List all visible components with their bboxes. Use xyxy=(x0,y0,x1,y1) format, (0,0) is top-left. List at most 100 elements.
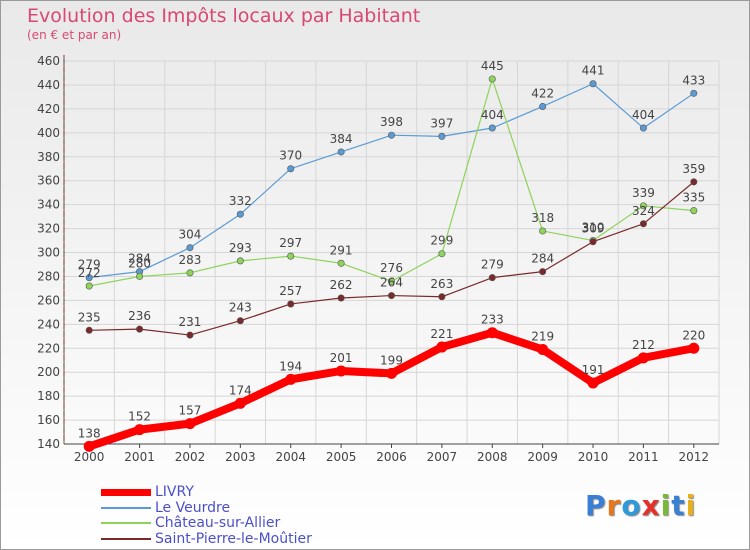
y-tick-label: 420 xyxy=(37,102,60,116)
y-tick-label: 180 xyxy=(37,389,60,403)
data-label-2: 310 xyxy=(582,221,605,235)
data-label-2: 280 xyxy=(128,256,151,270)
data-label-3: 243 xyxy=(229,301,252,315)
data-point-1 xyxy=(690,89,698,97)
data-point-1 xyxy=(186,244,194,252)
y-tick-label: 440 xyxy=(37,78,60,92)
data-label-3: 284 xyxy=(531,252,554,266)
data-label-2: 297 xyxy=(279,236,302,250)
data-label-2: 293 xyxy=(229,241,252,255)
series-line-0 xyxy=(85,328,698,451)
data-label-1: 384 xyxy=(330,132,353,146)
data-label-1: 304 xyxy=(179,228,202,242)
data-point-0 xyxy=(134,424,146,436)
logo-letter: i xyxy=(660,489,672,522)
chart-title: Evolution des Impôts locaux par Habitant xyxy=(27,5,421,27)
data-point-2 xyxy=(488,75,496,83)
data-point-2 xyxy=(186,269,194,277)
data-label-1: 332 xyxy=(229,194,252,208)
logo-letter: x xyxy=(641,489,661,522)
data-label-2: 318 xyxy=(531,211,554,225)
x-tick-label: 2006 xyxy=(376,450,407,464)
data-point-1 xyxy=(337,148,345,156)
data-label-0: 219 xyxy=(531,329,554,343)
data-label-3: 324 xyxy=(632,204,655,218)
x-tick-label: 2001 xyxy=(124,450,155,464)
data-point-2 xyxy=(337,259,345,267)
data-label-1: 404 xyxy=(481,108,504,122)
legend-swatch-livry xyxy=(101,489,151,496)
x-tick-label: 2010 xyxy=(578,450,609,464)
data-label-0: 174 xyxy=(229,383,252,397)
data-label-0: 199 xyxy=(380,353,403,367)
data-label-3: 359 xyxy=(682,162,705,176)
data-label-0: 221 xyxy=(430,327,453,341)
data-label-0: 201 xyxy=(330,351,353,365)
data-label-1: 433 xyxy=(682,73,705,87)
x-tick-label: 2005 xyxy=(326,450,357,464)
data-label-1: 370 xyxy=(279,149,302,163)
data-point-2 xyxy=(639,202,647,210)
x-tick-label: 2007 xyxy=(427,450,458,464)
y-tick-label: 400 xyxy=(37,126,60,140)
data-label-0: 152 xyxy=(128,410,151,424)
data-point-2 xyxy=(287,252,295,260)
y-tick-label: 280 xyxy=(37,269,60,283)
data-label-2: 339 xyxy=(632,186,655,200)
data-label-0: 233 xyxy=(481,313,504,327)
data-point-2 xyxy=(539,227,547,235)
data-label-3: 235 xyxy=(78,310,101,324)
data-point-1 xyxy=(539,102,547,110)
data-label-2: 445 xyxy=(481,59,504,73)
logo-letter: P xyxy=(585,489,607,522)
data-label-3: 231 xyxy=(179,315,202,329)
data-point-3 xyxy=(589,238,597,246)
data-point-3 xyxy=(438,293,446,301)
data-point-1 xyxy=(438,132,446,140)
data-point-3 xyxy=(539,268,547,276)
data-label-3: 279 xyxy=(481,258,504,272)
data-label-1: 284 xyxy=(128,252,151,266)
data-point-3 xyxy=(186,331,194,339)
data-label-0: 194 xyxy=(279,359,302,373)
data-point-3 xyxy=(690,178,698,186)
data-point-2 xyxy=(438,250,446,258)
data-label-1: 441 xyxy=(582,64,605,78)
data-point-0 xyxy=(335,365,347,377)
data-label-3: 309 xyxy=(582,222,605,236)
data-point-0 xyxy=(637,352,649,364)
data-point-3 xyxy=(136,325,144,333)
data-point-3 xyxy=(488,274,496,282)
data-point-1 xyxy=(589,80,597,88)
data-label-0: 157 xyxy=(179,404,202,418)
y-tick-label: 240 xyxy=(37,317,60,331)
data-label-0: 138 xyxy=(78,426,101,440)
data-point-3 xyxy=(337,294,345,302)
x-tick-label: 2004 xyxy=(275,450,306,464)
data-label-3: 236 xyxy=(128,309,151,323)
legend-label-saint-pierre-le-moutier: Saint-Pierre-le-Moûtier xyxy=(155,530,312,547)
data-label-3: 262 xyxy=(330,278,353,292)
data-point-0 xyxy=(386,367,397,379)
x-tick-label: 2009 xyxy=(527,450,558,464)
data-point-2 xyxy=(690,207,698,215)
y-tick-label: 260 xyxy=(37,293,60,307)
data-point-2 xyxy=(236,257,244,265)
y-tick-label: 160 xyxy=(37,413,60,427)
y-tick-label: 220 xyxy=(37,341,60,355)
data-point-1 xyxy=(236,210,244,218)
y-tick-label: 460 xyxy=(37,54,60,68)
x-tick-label: 2008 xyxy=(477,450,508,464)
data-label-1: 404 xyxy=(632,108,655,122)
data-label-3: 263 xyxy=(430,277,453,291)
data-label-1: 398 xyxy=(380,115,403,129)
legend-label-livry: LIVRY xyxy=(155,484,194,500)
data-point-3 xyxy=(85,326,93,334)
data-point-1 xyxy=(639,124,647,132)
y-tick-label: 300 xyxy=(37,246,60,260)
data-point-0 xyxy=(436,341,448,353)
logo-letter: t xyxy=(671,489,686,522)
data-point-2 xyxy=(85,282,93,290)
